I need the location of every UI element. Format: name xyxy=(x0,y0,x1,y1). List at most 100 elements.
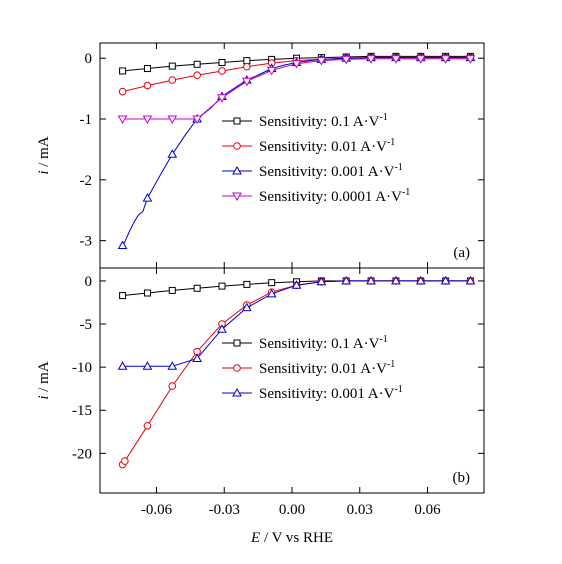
x-axis-label: E / V vs RHE xyxy=(250,530,333,546)
plot-frame xyxy=(99,267,485,494)
data-point-square xyxy=(218,282,226,290)
y-tick-label: -1 xyxy=(80,112,93,128)
data-point-circle xyxy=(193,71,201,80)
data-point-triangle-down xyxy=(291,60,302,69)
y-tick-label: -15 xyxy=(72,403,92,419)
data-point-triangle-up xyxy=(117,361,128,370)
data-point-square xyxy=(233,117,241,125)
data-point-circle xyxy=(168,382,177,390)
data-point-triangle-up xyxy=(366,275,376,285)
data-point-circle xyxy=(243,62,251,71)
data-point-square xyxy=(218,58,226,66)
series-line xyxy=(122,57,471,246)
data-point-circle xyxy=(143,421,152,430)
y-axis-label: i / mA xyxy=(36,136,52,175)
legend-entry-superscript: -1 xyxy=(387,359,395,370)
legend-entry-label: Sensitivity: 0.0001 A·V xyxy=(259,189,402,205)
legend-entry-superscript: -1 xyxy=(387,137,395,148)
legend-entry: Sensitivity: 0.001 A·V-1 xyxy=(259,384,403,402)
data-point-triangle-up xyxy=(117,240,128,249)
legend-entry-label: Sensitivity: 0.01 A·V xyxy=(259,361,387,377)
legend-entry-superscript: -1 xyxy=(402,187,410,198)
series-3 xyxy=(117,275,476,370)
data-point-triangle-down xyxy=(217,94,227,103)
data-point-triangle-down xyxy=(415,55,426,64)
y-tick-label: -5 xyxy=(80,317,93,333)
panel-b: 0 -5 -10 -15 -20 -0.06 -0.03 0.00 0.03 0.06 i / mA… xyxy=(36,267,485,546)
data-point-circle xyxy=(121,457,129,465)
legend-entry: Sensitivity: 0.1 A·V-1 xyxy=(259,334,388,352)
data-point-triangle-down xyxy=(167,115,178,125)
x-tick-label: -0.06 xyxy=(141,502,173,518)
data-point-triangle-down xyxy=(366,55,376,64)
data-point-square xyxy=(233,339,241,347)
x-tick-label: 0.06 xyxy=(414,502,441,518)
data-point-circle xyxy=(118,87,127,96)
legend-entry: Sensitivity: 0.01 A·V-1 xyxy=(259,359,395,377)
x-tick-label: 0.00 xyxy=(279,502,305,518)
data-point-triangle-up xyxy=(167,149,178,158)
y-tick-label: 0 xyxy=(85,274,93,290)
data-point-triangle-up xyxy=(232,387,242,397)
data-point-triangle-down xyxy=(266,66,277,76)
x-axis-label-symbol: E xyxy=(250,530,260,546)
data-point-triangle-up xyxy=(192,353,202,363)
y-axis-label-unit: / mA xyxy=(36,136,52,170)
data-point-circle xyxy=(168,76,177,84)
x-axis-label-unit: / V vs RHE xyxy=(260,530,333,546)
data-point-triangle-down xyxy=(232,192,242,202)
plot-frame xyxy=(99,42,485,269)
data-point-triangle-down xyxy=(391,55,401,64)
data-point-square xyxy=(243,280,251,288)
data-point-circle xyxy=(143,81,152,90)
legend-entry-label: Sensitivity: 0.001 A·V xyxy=(259,164,395,180)
data-point-triangle-down xyxy=(142,115,153,125)
data-point-triangle-up xyxy=(341,275,352,285)
data-point-triangle-down xyxy=(117,115,128,125)
data-point-square xyxy=(268,279,276,287)
data-point-circle xyxy=(218,67,226,75)
data-point-triangle-up xyxy=(217,324,227,333)
data-point-square xyxy=(119,292,127,300)
panel-label: (a) xyxy=(453,245,470,261)
y-tick-label: -2 xyxy=(80,173,93,189)
data-point-triangle-up xyxy=(266,288,277,298)
data-point-circle xyxy=(233,364,241,372)
data-point-triangle-down xyxy=(440,55,451,64)
data-point-triangle-down xyxy=(465,55,476,64)
data-point-triangle-down xyxy=(316,57,327,66)
y-axis-label-symbol: i xyxy=(36,396,52,400)
legend-entry-superscript: -1 xyxy=(379,334,387,345)
data-point-square xyxy=(143,65,151,73)
y-axis-label-symbol: i xyxy=(36,171,52,175)
data-point-triangle-up xyxy=(142,193,153,202)
panel-label: (b) xyxy=(453,470,471,486)
legend-entry-superscript: -1 xyxy=(394,162,402,173)
data-point-square xyxy=(119,67,127,75)
legend-entry: Sensitivity: 0.1 A·V-1 xyxy=(259,112,388,130)
legend-entry-superscript: -1 xyxy=(379,112,387,123)
data-point-square xyxy=(193,284,201,292)
data-point-triangle-up xyxy=(291,280,302,289)
data-point-square xyxy=(168,62,176,70)
data-point-triangle-up xyxy=(232,165,242,175)
data-point-triangle-up xyxy=(316,276,327,286)
data-point-triangle-up xyxy=(391,275,401,285)
x-tick-label: 0.03 xyxy=(347,502,373,518)
data-point-triangle-down xyxy=(241,77,252,87)
legend-entry: Sensitivity: 0.0001 A·V-1 xyxy=(259,187,410,205)
x-tick-label: -0.03 xyxy=(209,502,240,518)
data-point-square xyxy=(243,57,251,65)
data-point-square xyxy=(168,286,176,294)
y-tick-label: -3 xyxy=(80,234,93,250)
y-tick-label: 0 xyxy=(85,51,93,67)
y-tick-label: -20 xyxy=(72,446,92,462)
data-point-square xyxy=(193,60,201,68)
legend-entry-label: Sensitivity: 0.1 A·V xyxy=(259,336,380,352)
data-point-triangle-up xyxy=(167,361,178,370)
y-axis-label-unit: / mA xyxy=(36,361,52,395)
data-point-triangle-up xyxy=(440,275,451,285)
